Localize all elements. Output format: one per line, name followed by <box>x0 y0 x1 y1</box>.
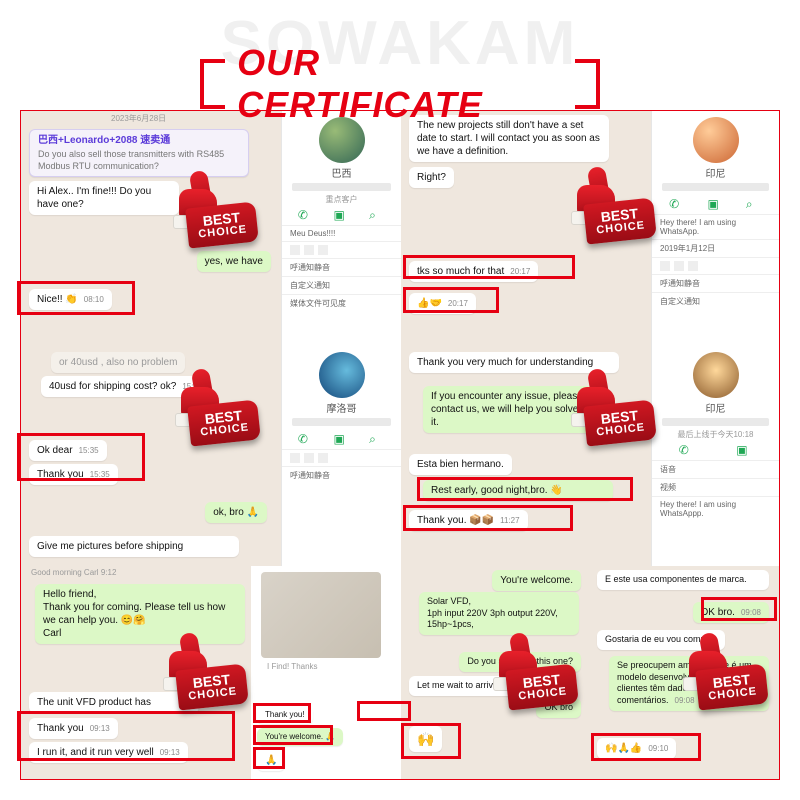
page-title: OUR CERTIFICATE <box>237 42 563 126</box>
blurred-line <box>292 183 391 191</box>
call-icon[interactable]: ✆ <box>669 197 685 211</box>
profile-name: 巴西 <box>282 165 401 180</box>
profile-row: Hey there! I am using WhatsAppp. <box>652 496 779 521</box>
bubble-solar-vfd: Solar VFD, 1ph input 220V 3ph output 220… <box>419 592 579 635</box>
search-icon[interactable]: ⌕ <box>369 208 385 222</box>
profile-lastseen: 最后上线于今天10:18 <box>652 429 779 440</box>
highlight-emoji <box>403 287 499 313</box>
avatar <box>319 352 365 398</box>
profile-row: 自定义通知 <box>652 292 779 310</box>
profile-action-icons: ✆ ▣ ⌕ <box>652 194 779 214</box>
highlight-tiny-1 <box>253 703 311 723</box>
call-icon[interactable]: ✆ <box>298 432 314 446</box>
highlight-okbro-small <box>357 701 411 721</box>
blurred-line <box>292 418 391 426</box>
bubble-if-encounter: If you encounter any issue, please conta… <box>423 386 593 433</box>
search-icon[interactable]: ⌕ <box>746 197 762 211</box>
bubble-este-usa: E este usa componentes de marca. <box>597 570 769 590</box>
bubble-ok-bro: ok, bro 🙏 <box>205 502 267 523</box>
profile-row: 呼通知静音 <box>652 274 779 292</box>
profile-row <box>652 257 779 274</box>
profile-row <box>282 241 401 258</box>
profile-action-icons: ✆ ▣ <box>652 440 779 460</box>
best-choice-badge: BESTCHOICE <box>681 633 767 719</box>
highlight-tks <box>403 255 575 279</box>
best-choice-badge: BESTCHOICE <box>569 369 655 455</box>
bubble-pictures: Give me pictures before shipping <box>29 536 239 557</box>
call-icon[interactable]: ✆ <box>679 443 695 457</box>
avatar <box>693 352 739 398</box>
profile-row: 2019年1月12日 <box>652 239 779 257</box>
video-icon[interactable]: ▣ <box>333 208 349 222</box>
profile-name: 印尼 <box>652 400 779 415</box>
blurred-line <box>662 418 769 426</box>
photo-thumbnail <box>261 572 381 658</box>
best-choice-badge: BESTCHOICE <box>569 167 655 253</box>
profile-name: 印尼 <box>652 165 779 180</box>
profile-mid-left: 摩洛哥 ✆ ▣ ⌕ 呼通知静音 <box>281 346 401 566</box>
highlight-tiny-2 <box>253 725 333 745</box>
profile-row <box>282 449 401 466</box>
highlight-thank-boxes <box>403 505 573 531</box>
profile-row: Hey there! I am using WhatsApp. <box>652 214 779 239</box>
best-choice-badge: BESTCHOICE <box>161 633 247 719</box>
profile-action-icons: ✆ ▣ ⌕ <box>282 429 401 449</box>
date-pill: 2023年6月28日 <box>111 113 166 124</box>
avatar <box>693 117 739 163</box>
profile-name: 摩洛哥 <box>282 400 401 415</box>
blurred-line <box>662 183 769 191</box>
highlight-cat <box>401 723 461 759</box>
best-choice-badge: BESTCHOICE <box>491 633 577 719</box>
call-icon[interactable]: ✆ <box>298 208 314 222</box>
bubble-hi-alex: Hi Alex.. I'm fine!!! Do you have one? <box>29 181 179 215</box>
link-subtitle: Do you also sell those transmitters with… <box>38 149 240 172</box>
best-choice-badge: BESTCHOICE <box>173 369 259 455</box>
highlight-nice <box>17 281 135 315</box>
highlight-okbro-3 <box>701 597 777 621</box>
profile-row: 呼通知静音 <box>282 258 401 276</box>
link-title: 巴西+Leonardo+2088 速卖通 <box>38 134 240 147</box>
profile-row: 自定义通知 <box>282 276 401 294</box>
highlight-rest-early <box>417 477 633 501</box>
caption: I Find! Thanks <box>267 662 318 671</box>
profile-row: 媒体文件可见度 <box>282 294 401 312</box>
best-choice-badge: BESTCHOICE <box>171 171 257 257</box>
highlight-emojis-br <box>591 733 701 761</box>
profile-row: 语音 <box>652 460 779 478</box>
search-icon[interactable]: ⌕ <box>369 432 385 446</box>
profile-tag: 重点客户 <box>282 194 401 205</box>
highlight-tiny-3 <box>253 747 285 769</box>
profile-top-right: 印尼 ✆ ▣ ⌕ Hey there! I am using WhatsApp.… <box>651 111 779 346</box>
grey-good-morning: Good morning Carl 9:12 <box>31 568 116 577</box>
bubble-40usd-grey: or 40usd , also no problem <box>51 352 185 373</box>
collage-frame: 2023年6月28日 巴西+Leonardo+2088 速卖通 Do you a… <box>20 110 780 780</box>
profile-row: Meu Deus!!!! <box>282 225 401 241</box>
video-icon[interactable]: ▣ <box>707 197 723 211</box>
profile-mid-right: 印尼 最后上线于今天10:18 ✆ ▣ 语音 视频 Hey there! I a… <box>651 346 779 566</box>
profile-row: 视频 <box>652 478 779 496</box>
bracket-left <box>200 59 225 109</box>
video-icon[interactable]: ▣ <box>736 443 752 457</box>
bubble-right: Right? <box>409 167 454 188</box>
profile-row: 呼通知静音 <box>282 466 401 484</box>
bubble-youre-welcome: You're welcome. <box>492 570 581 591</box>
highlight-okdear <box>17 433 145 481</box>
title-bar: OUR CERTIFICATE <box>200 42 600 126</box>
profile-top-left: 巴西 重点客户 ✆ ▣ ⌕ Meu Deus!!!! 呼通知静音 自定义通知 媒… <box>281 111 401 346</box>
profile-action-icons: ✆ ▣ ⌕ <box>282 205 401 225</box>
video-icon[interactable]: ▣ <box>333 432 349 446</box>
bubble-esta-bien: Esta bien hermano. <box>409 454 512 475</box>
bracket-right <box>575 59 600 109</box>
